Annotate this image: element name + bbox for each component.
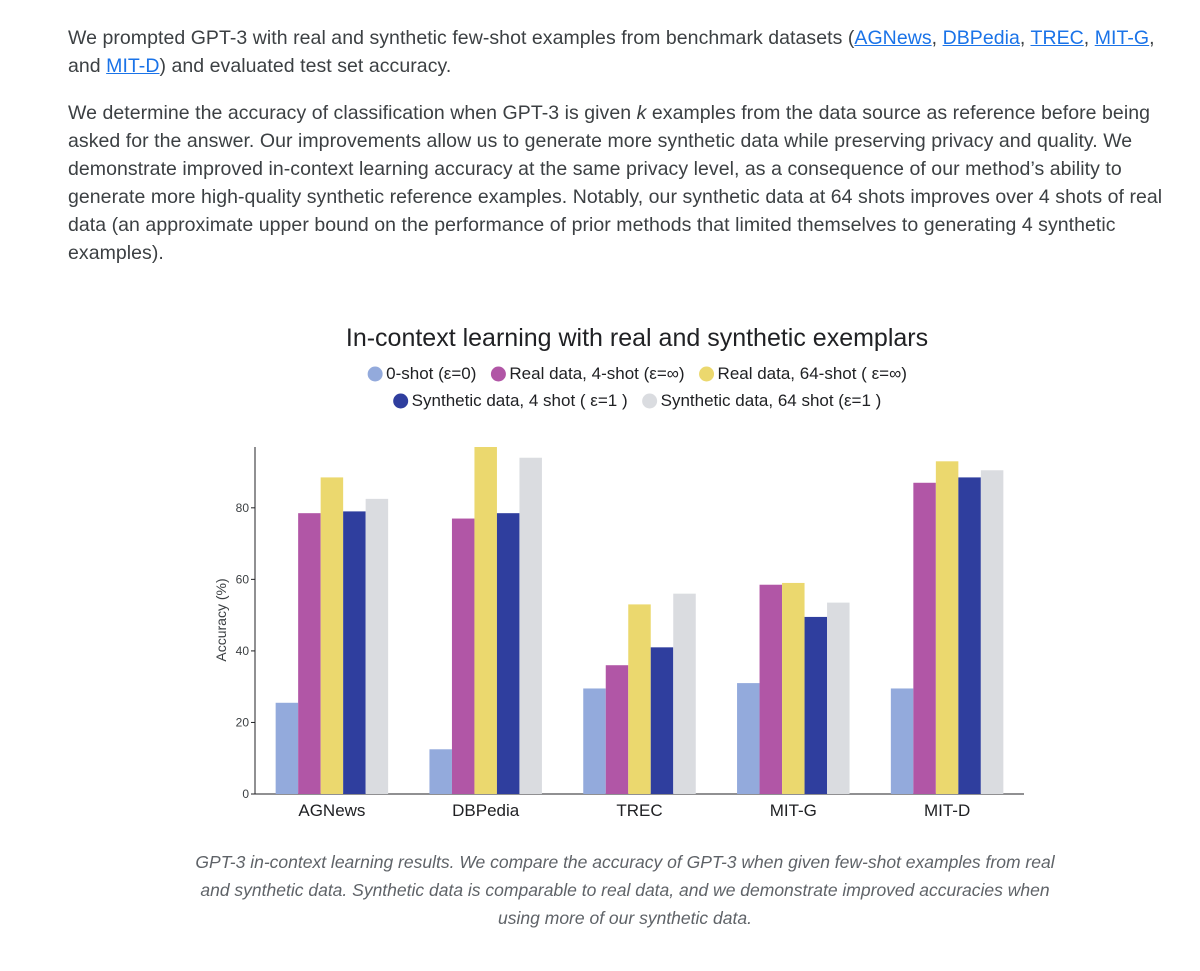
legend-entry-label: Synthetic data, 64 shot (ε=1 )	[661, 391, 882, 410]
bar-mit-d-series-2	[935, 461, 959, 794]
bar-agnews-series-2	[320, 477, 344, 794]
bar-agnews-series-3	[343, 511, 366, 794]
chart-figure: In-context learning with real and synthe…	[200, 310, 1050, 830]
bar-mit-g-series-2	[782, 582, 805, 794]
intro-paragraph: We prompted GPT-3 with real and syntheti…	[68, 27, 1155, 77]
intro-text-after: ) and evaluated test set accuracy.	[159, 55, 452, 77]
method-text-before: We determine the accuracy of classificat…	[68, 102, 637, 124]
y-tick-label: 20	[236, 715, 250, 729]
legend-swatch	[367, 366, 383, 382]
k-variable: k	[636, 102, 647, 124]
bar-dbpedia-series-3	[496, 513, 520, 794]
legend-swatch	[699, 366, 715, 382]
bar-trec-series-1	[605, 665, 629, 794]
y-tick-label: 60	[236, 572, 250, 586]
bar-dbpedia-series-2	[474, 447, 497, 794]
link-trec[interactable]: TREC	[1030, 27, 1084, 49]
bar-mit-g-series-0	[737, 683, 760, 794]
link-agnews[interactable]: AGNews	[854, 27, 932, 49]
bar-mit-g-series-3	[804, 616, 828, 794]
bar-dbpedia-series-0	[429, 749, 452, 794]
bar-trec-series-3	[650, 647, 674, 794]
x-tick-label: MIT-D	[924, 801, 970, 820]
bar-trec-series-0	[583, 688, 606, 794]
y-tick-label: 80	[236, 501, 250, 515]
bar-mit-g-series-1	[759, 584, 783, 794]
intro-text-before: We prompted GPT-3 with real and syntheti…	[68, 27, 855, 49]
legend-row: Synthetic data, 4 shot ( ε=1 ) Synthetic …	[393, 391, 881, 410]
bar-dbpedia-series-1	[451, 518, 475, 794]
bar-agnews-series-1	[298, 513, 321, 794]
y-tick-label: 40	[236, 644, 250, 658]
legend-entry-label: 0-shot (ε=0)	[386, 364, 476, 383]
link-mit-d[interactable]: MIT-D	[106, 55, 160, 77]
figure-caption: GPT-3 in-context learning results. We co…	[195, 852, 1055, 928]
bar-mit-d-series-0	[890, 688, 914, 794]
bar-agnews-series-4	[365, 498, 389, 794]
link-dbpedia[interactable]: DBPedia	[942, 27, 1020, 49]
bar-mit-g-series-4	[827, 602, 850, 794]
chart-title: In-context learning with real and synthe…	[346, 324, 928, 352]
legend-row: 0-shot (ε=0) Real data, 4-shot (ε=∞) Real …	[367, 364, 907, 383]
x-tick-label: AGNews	[298, 801, 365, 820]
y-tick-label: 0	[242, 787, 249, 801]
bar-chart: In-context learning with real and synthe…	[213, 324, 1024, 820]
bar-mit-d-series-3	[958, 477, 981, 794]
legend-swatch	[490, 366, 506, 382]
y-axis-label: Accuracy (%)	[213, 578, 229, 661]
link-mit-g[interactable]: MIT-G	[1094, 27, 1150, 49]
bar-mit-d-series-1	[913, 482, 936, 794]
legend-swatch	[393, 393, 409, 409]
x-tick-labels: AGNews DBPedia TREC MIT-G MIT-D	[298, 801, 970, 820]
legend-swatch	[642, 393, 658, 409]
legend-entry-label: Real data, 4-shot (ε=∞)	[509, 364, 684, 383]
bar-dbpedia-series-4	[519, 457, 542, 794]
chart-bars	[275, 447, 1004, 794]
x-tick-label: MIT-G	[770, 801, 817, 820]
legend-entry-label: Synthetic data, 4 shot ( ε=1 )	[412, 391, 628, 410]
bar-trec-series-2	[628, 604, 651, 794]
bar-mit-d-series-4	[980, 470, 1004, 794]
legend-entry-label: Real data, 64-shot ( ε=∞)	[718, 364, 907, 383]
chart-legend: 0-shot (ε=0) Real data, 4-shot (ε=∞) Real …	[367, 364, 907, 410]
method-paragraph: We determine the accuracy of classificat…	[68, 99, 1168, 267]
x-tick-label: DBPedia	[452, 801, 520, 820]
bar-trec-series-4	[673, 593, 696, 794]
method-text-after: examples from the data source as referen…	[68, 102, 1163, 264]
y-ticks: 0 20 40 60 80	[236, 501, 255, 801]
x-tick-label: TREC	[616, 801, 662, 820]
bar-agnews-series-0	[275, 702, 299, 794]
